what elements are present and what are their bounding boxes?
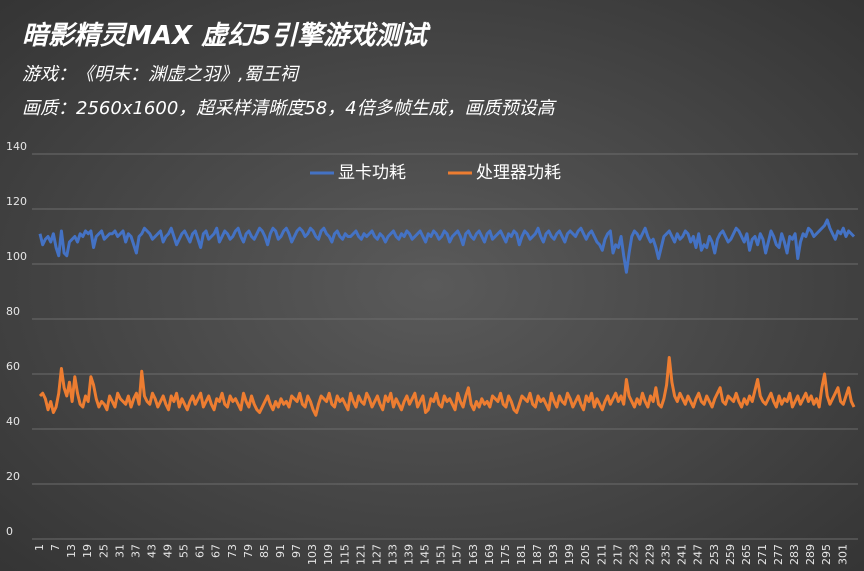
y-tick-label: 120 xyxy=(6,195,27,208)
x-tick-label: 199 xyxy=(563,544,576,565)
legend-label: 处理器功耗 xyxy=(476,163,561,183)
x-tick-label: 61 xyxy=(194,544,207,558)
series-line xyxy=(38,356,856,417)
x-tick-label: 79 xyxy=(242,544,255,558)
y-tick-label: 100 xyxy=(6,250,27,263)
x-tick-label: 37 xyxy=(129,544,142,558)
x-tick-label: 163 xyxy=(467,544,480,565)
x-tick-label: 73 xyxy=(226,544,239,558)
x-tick-label: 193 xyxy=(547,544,560,565)
x-tick-label: 277 xyxy=(772,544,785,565)
x-tick-label: 19 xyxy=(81,544,94,558)
x-tick-label: 181 xyxy=(515,544,528,565)
series-line xyxy=(38,218,856,274)
x-tick-label: 169 xyxy=(483,544,496,565)
x-tick-label: 241 xyxy=(676,544,689,565)
y-tick-label: 0 xyxy=(6,525,13,538)
x-tick-label: 253 xyxy=(708,544,721,565)
y-tick-label: 140 xyxy=(6,140,27,153)
y-tick-label: 60 xyxy=(6,360,20,373)
x-tick-label: 109 xyxy=(322,544,335,565)
x-tick-label: 265 xyxy=(740,544,753,565)
x-tick-label: 145 xyxy=(419,544,432,565)
x-tick-label: 283 xyxy=(788,544,801,565)
x-tick-label: 175 xyxy=(499,544,512,565)
x-tick-label: 259 xyxy=(724,544,737,565)
x-tick-label: 229 xyxy=(644,544,657,565)
x-tick-label: 67 xyxy=(210,544,223,558)
chart-annotation: 画质：2560x1600，超采样清晰度58，4倍多帧生成，画质预设高 xyxy=(22,98,558,119)
x-tick-label: 247 xyxy=(692,544,705,565)
x-tick-label: 235 xyxy=(660,544,673,565)
chart-subtitle: 游戏：《明末：渊虚之羽》,蜀王祠 xyxy=(22,64,301,85)
y-tick-label: 20 xyxy=(6,470,20,483)
x-tick-label: 223 xyxy=(627,544,640,565)
x-tick-label: 115 xyxy=(338,544,351,565)
x-tick-label: 103 xyxy=(306,544,319,565)
x-tick-label: 121 xyxy=(354,544,367,565)
y-tick-label: 40 xyxy=(6,415,20,428)
x-tick-label: 97 xyxy=(290,544,303,558)
x-tick-label: 85 xyxy=(258,544,271,558)
x-tick-label: 127 xyxy=(370,544,383,565)
x-tick-label: 31 xyxy=(113,544,126,558)
x-tick-label: 55 xyxy=(178,544,191,558)
x-tick-label: 13 xyxy=(65,544,78,558)
x-tick-label: 1 xyxy=(33,544,46,551)
x-tick-label: 211 xyxy=(595,544,608,565)
x-tick-label: 139 xyxy=(403,544,416,565)
x-tick-label: 25 xyxy=(97,544,110,558)
x-tick-label: 271 xyxy=(756,544,769,565)
legend-label: 显卡功耗 xyxy=(338,163,406,183)
y-tick-label: 80 xyxy=(6,305,20,318)
x-tick-label: 205 xyxy=(579,544,592,565)
x-tick-label: 133 xyxy=(386,544,399,565)
x-tick-label: 49 xyxy=(162,544,175,558)
chart-title: 暗影精灵MAX 虚幻5引擎游戏测试 xyxy=(22,21,431,51)
x-tick-label: 43 xyxy=(145,544,158,558)
x-tick-label: 151 xyxy=(435,544,448,565)
x-tick-label: 295 xyxy=(820,544,833,565)
x-tick-label: 217 xyxy=(611,544,624,565)
x-tick-label: 289 xyxy=(804,544,817,565)
x-tick-label: 157 xyxy=(451,544,464,565)
x-tick-label: 7 xyxy=(49,544,62,551)
x-tick-label: 187 xyxy=(531,544,544,565)
x-tick-label: 301 xyxy=(836,544,849,565)
x-tick-label: 91 xyxy=(274,544,287,558)
